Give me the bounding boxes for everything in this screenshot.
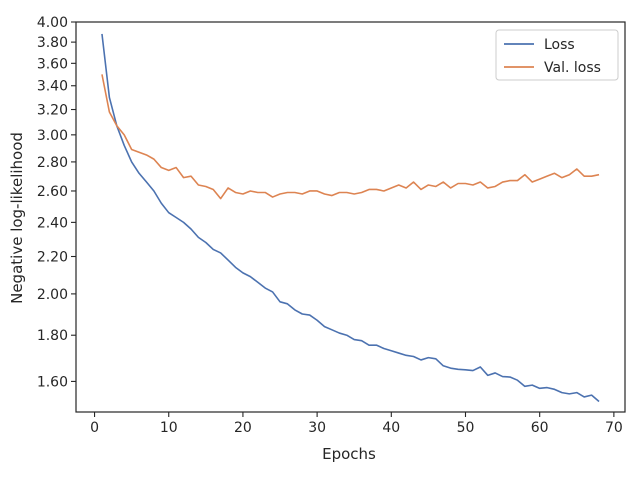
y-tick-label: 3.00 xyxy=(37,128,68,144)
y-tick-label: 4.00 xyxy=(37,15,68,31)
y-tick-label: 3.40 xyxy=(37,79,68,95)
y-tick-label: 1.80 xyxy=(37,328,68,344)
x-tick-label: 30 xyxy=(308,420,326,436)
x-tick-label: 0 xyxy=(90,420,99,436)
legend-label-1: Val. loss xyxy=(544,60,601,76)
axes-frame xyxy=(75,21,626,413)
y-tick-label: 3.60 xyxy=(37,56,68,72)
y-axis-ticks: 1.60 1.80 2.00 2.20 2.40 2.60 2.80 3.00 3.20 3.40… xyxy=(37,15,76,390)
series-line-1 xyxy=(101,74,600,200)
y-tick-label: 1.60 xyxy=(37,374,68,390)
x-tick-label: 50 xyxy=(457,420,475,436)
y-axis-label: Negative log-likelihood xyxy=(8,132,26,304)
y-tick-label: 2.60 xyxy=(37,184,68,200)
plot-area xyxy=(75,21,626,413)
y-tick-label: 3.20 xyxy=(37,103,68,119)
series-layer xyxy=(101,33,600,403)
y-tick-label: 2.00 xyxy=(37,287,68,303)
x-axis-ticks: 0 10 20 30 40 50 60 70 xyxy=(90,412,623,436)
x-axis-label: Epochs xyxy=(322,445,376,463)
x-tick-label: 20 xyxy=(234,420,252,436)
y-tick-label: 2.40 xyxy=(37,215,68,231)
x-tick-label: 40 xyxy=(382,420,400,436)
x-tick-label: 70 xyxy=(605,420,623,436)
x-tick-label: 10 xyxy=(160,420,178,436)
y-tick-label: 2.80 xyxy=(37,155,68,171)
y-tick-label: 2.20 xyxy=(37,250,68,266)
x-tick-label: 60 xyxy=(531,420,549,436)
series-line-0 xyxy=(101,33,600,403)
legend: Loss Val. loss xyxy=(495,29,619,81)
y-tick-label: 3.80 xyxy=(37,35,68,51)
legend-label-0: Loss xyxy=(544,37,575,53)
